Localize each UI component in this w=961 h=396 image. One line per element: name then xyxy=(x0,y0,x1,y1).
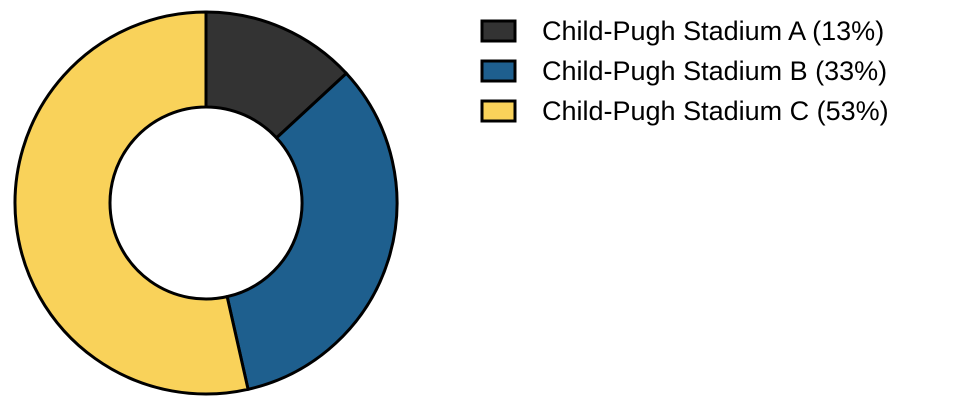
legend-swatch xyxy=(480,99,517,123)
legend-item: Child-Pugh Stadium C (53%) xyxy=(480,96,889,126)
legend-label: Child-Pugh Stadium B (33%) xyxy=(542,56,887,86)
legend-label: Child-Pugh Stadium C (53%) xyxy=(542,96,889,126)
donut-slice-2 xyxy=(225,71,399,392)
donut-slices xyxy=(13,10,399,396)
legend-item: Child-Pugh Stadium A (13%) xyxy=(480,16,884,46)
legend-swatch xyxy=(480,19,517,43)
donut-slice-3 xyxy=(13,10,250,396)
legend: Child-Pugh Stadium A (13%) Child-Pugh Sta… xyxy=(480,16,889,126)
legend-label: Child-Pugh Stadium A (13%) xyxy=(542,16,884,46)
legend-item: Child-Pugh Stadium B (33%) xyxy=(480,56,887,86)
legend-swatch xyxy=(480,59,517,83)
